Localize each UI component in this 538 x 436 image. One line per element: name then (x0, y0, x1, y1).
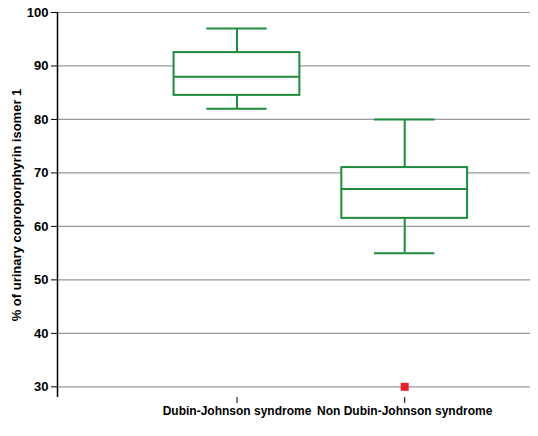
svg-text:Non Dubin-Johnson syndrome: Non Dubin-Johnson syndrome (317, 404, 493, 418)
svg-text:% of urinary coproporphyrin is: % of urinary coproporphyrin isomer 1 (9, 89, 24, 322)
svg-text:80: 80 (34, 112, 48, 127)
svg-text:70: 70 (34, 165, 48, 180)
svg-text:100: 100 (27, 5, 49, 20)
svg-text:90: 90 (34, 58, 48, 73)
svg-text:30: 30 (34, 379, 48, 394)
svg-text:50: 50 (34, 272, 48, 287)
svg-text:60: 60 (34, 219, 48, 234)
svg-text:40: 40 (34, 325, 48, 340)
svg-text:Dubin-Johnson syndrome: Dubin-Johnson syndrome (163, 404, 312, 418)
